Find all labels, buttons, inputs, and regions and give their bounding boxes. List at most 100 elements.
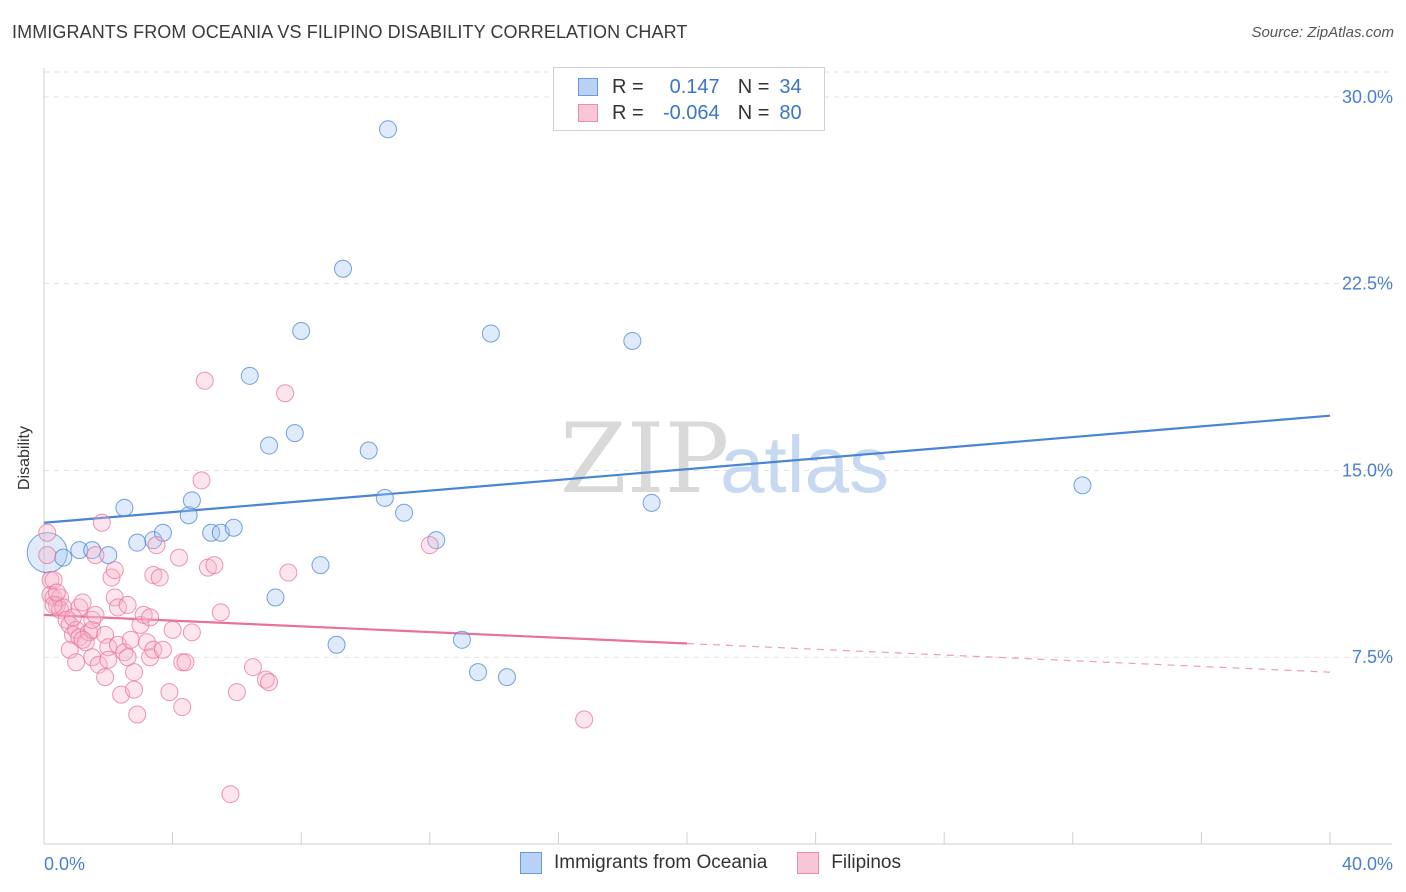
oceania-point [623,331,642,350]
filipino-point [125,663,144,682]
oceania-point [481,324,500,343]
oceania-point [202,523,221,542]
filipino-point [86,605,105,624]
oceania-point [179,506,198,525]
axes [43,68,1392,845]
oceania-point [260,436,279,455]
filipino-point [144,640,163,659]
tick-labels: 7.5% 15.0% 22.5% 30.0% 0.0% 40.0% [44,87,1393,874]
filipino-point [38,523,57,542]
series-legend: Immigrants from Oceania Filipinos [520,852,901,874]
filipino-point [182,623,201,642]
filipino-point [221,785,240,804]
filipino-point [70,598,89,617]
filipino-point [121,630,140,649]
filipino-point [170,548,189,567]
filipino-point [63,608,82,627]
filipino-point [47,583,66,602]
filipino-point [256,670,275,689]
filipino-point [243,658,262,677]
filipino-point [131,615,150,634]
y-tick-label: 15.0% [1342,460,1393,480]
legend-row-filipinos: R = -0.064 N = 80 [578,102,802,124]
watermark: ZIP atlas [560,403,889,515]
filipino-point [96,668,115,687]
oceania-point [240,366,259,385]
oceania-point [469,663,488,682]
legend-swatch-pink [578,104,598,122]
filipino-point [153,640,172,659]
x-tick-label: 0.0% [44,854,85,874]
filipino-point [276,384,295,403]
filipino-point [192,471,211,490]
oceania-point [375,488,394,507]
filipino-point [420,536,439,555]
y-tick-label: 30.0% [1342,87,1393,107]
filipino-trend-line-extension [686,642,1331,673]
filipino-point [575,710,594,729]
filipino-point [141,608,160,627]
filipino-point [279,563,298,582]
y-tick-label: 7.5% [1352,647,1393,667]
legend-swatch-filipinos [797,852,820,874]
oceania-point [359,441,378,460]
filipino-point [125,680,144,699]
legend-r-label: R = [612,75,644,98]
watermark-zip: ZIP [560,403,729,515]
filipino-point [137,633,156,652]
filipino-point [195,371,214,390]
filipino-point [73,630,92,649]
y-tick-label: 22.5% [1342,274,1393,294]
gridlines [44,71,1392,658]
oceania-point [115,498,134,517]
filipino-point [205,556,224,575]
source-label: Source: ZipAtlas.com [1251,24,1394,41]
legend-n-label: N = [737,101,770,124]
legend-n-value: 34 [779,75,802,98]
legend-n-label: N = [737,75,770,98]
filipino-point [176,653,195,672]
filipino-point [99,650,118,669]
legend-label-filipinos: Filipinos [831,852,901,873]
oceania-point [144,531,163,550]
filipino-point [67,653,86,672]
filipino-point [51,588,70,607]
legend-r-value: 0.147 [669,75,720,98]
legend-r-value: -0.064 [662,101,720,124]
oceania-point [327,635,346,654]
oceania-point [54,548,73,567]
oceania-point [128,533,147,552]
data-points [26,120,1092,804]
legend-r-label: R = [612,101,644,124]
filipino-point [260,673,279,692]
filipino-point [118,595,137,614]
oceania-point [311,556,330,575]
oceania-point [83,541,102,560]
oceania-point [266,588,285,607]
chart-title: IMMIGRANTS FROM OCEANIA VS FILIPINO DISA… [12,22,688,42]
oceania-point [333,259,352,278]
filipino-point [83,648,102,667]
filipino-point [163,620,182,639]
oceania-point [452,630,471,649]
filipino-point [173,698,192,717]
oceania-trend-line [43,414,1331,524]
legend-row-oceania: R = 0.147 N = 34 [578,76,802,98]
oceania-point [642,493,661,512]
stats-legend: R = 0.147 N = 34 R = -0.064 N = 80 [553,67,825,131]
legend-swatch-blue [578,78,598,96]
oceania-point [70,541,89,560]
filipino-point [128,705,147,724]
filipino-point [86,546,105,565]
legend-n-value: 80 [779,101,802,124]
filipino-point [147,536,166,555]
oceania-point [497,668,516,687]
filipino-point [38,546,57,565]
x-tick-label: 40.0% [1342,854,1393,874]
oceania-point [224,518,243,537]
oceania-point [182,491,201,510]
legend-label-oceania: Immigrants from Oceania [554,852,768,873]
filipino-point [227,683,246,702]
filipino-point [105,561,124,580]
